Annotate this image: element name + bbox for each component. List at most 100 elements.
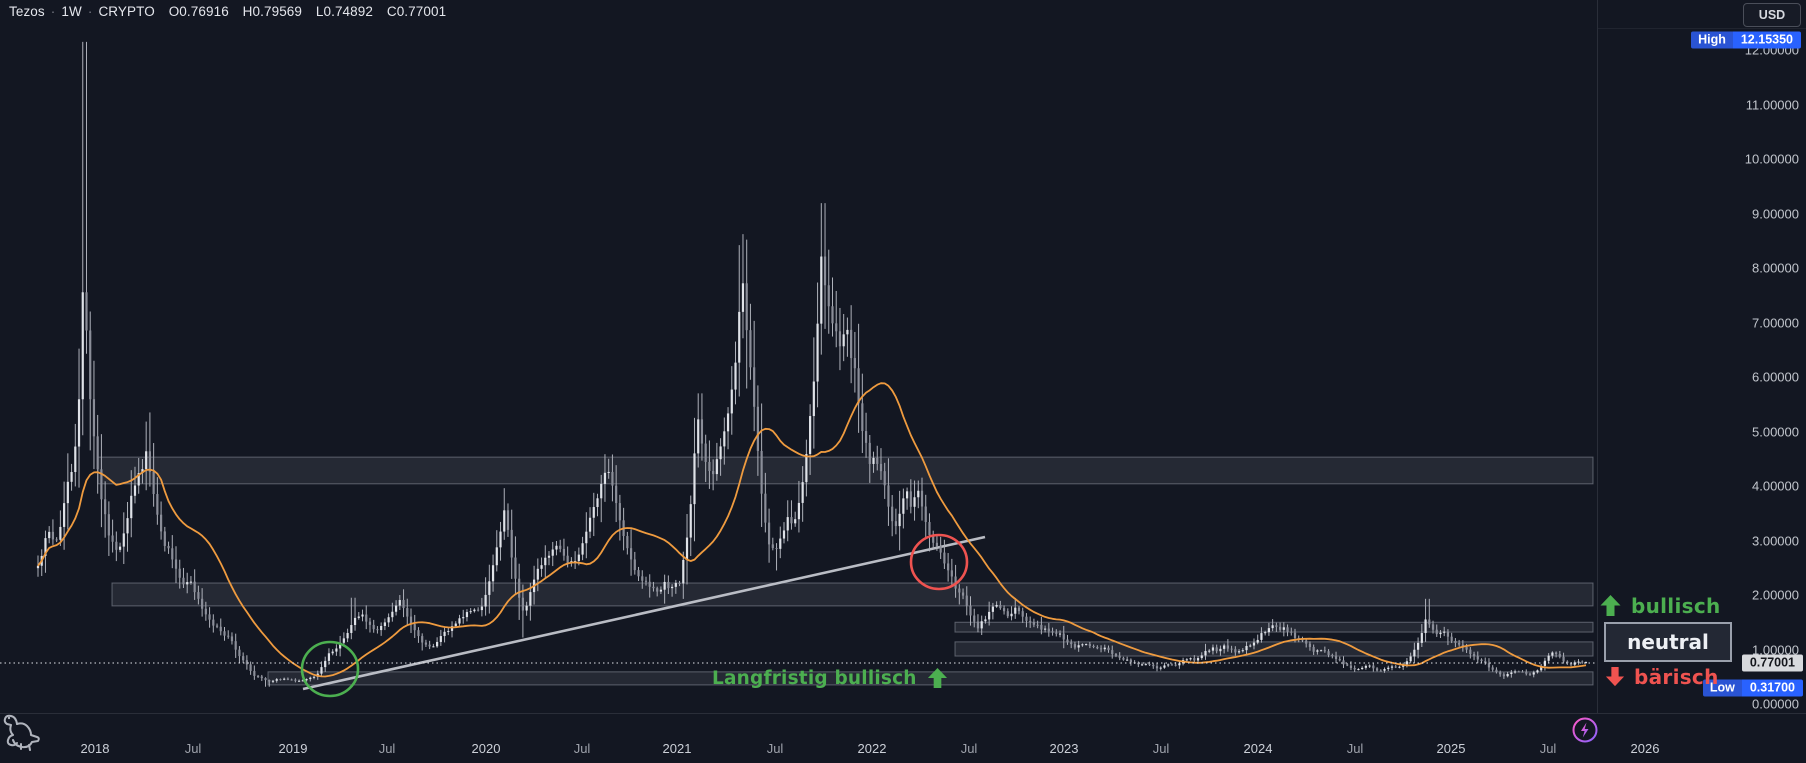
candle-body: [1073, 644, 1077, 648]
candle-body: [469, 611, 472, 613]
candle-body: [827, 285, 830, 307]
flash-boost-icon[interactable]: [1571, 716, 1599, 744]
candle-body: [1241, 650, 1244, 652]
candle-body: [1398, 666, 1401, 668]
candle-body: [286, 678, 290, 680]
candle-body: [70, 472, 73, 482]
candle-body: [1361, 667, 1364, 670]
candle-body: [641, 576, 644, 581]
candle-body: [126, 518, 129, 534]
candle-body: [1103, 647, 1106, 650]
green-circle-annotation[interactable]: [300, 640, 360, 698]
bullish-text[interactable]: bullisch: [1631, 594, 1721, 618]
candle-body: [152, 471, 155, 495]
candle-body: [77, 399, 81, 447]
candle-body: [633, 559, 636, 571]
neutral-text[interactable]: neutral: [1627, 630, 1709, 654]
time-tick-month: Jul: [766, 741, 784, 756]
neutral-label-box[interactable]: neutral: [1604, 622, 1732, 662]
candle-body: [1506, 673, 1509, 677]
candle-body: [1252, 642, 1256, 646]
candle-body: [1290, 631, 1293, 633]
support-resistance-zone[interactable]: [954, 641, 1594, 657]
price-axis[interactable]: USD 12.00000 11.00000 10.00000 9.00000 8.000…: [1597, 0, 1806, 713]
time-tick-year: 2022: [857, 741, 887, 756]
candle-body: [361, 614, 364, 617]
bearish-label[interactable]: bärisch: [1605, 665, 1719, 689]
candle-body: [961, 592, 965, 596]
bearish-text[interactable]: bärisch: [1634, 665, 1719, 689]
last-price-tag: 0.77001: [1741, 654, 1803, 672]
candle-body: [685, 537, 689, 560]
currency-usd-button[interactable]: USD: [1743, 3, 1801, 27]
candle-body: [178, 568, 181, 578]
time-tick-year: 2024: [1243, 741, 1273, 756]
dino-icon: [3, 714, 40, 751]
moving-average-line[interactable]: [37, 382, 1587, 678]
candle-body: [1454, 640, 1457, 643]
candle-body: [357, 616, 360, 618]
candle-body: [122, 533, 125, 547]
trendline[interactable]: [302, 535, 986, 691]
candle-body: [1223, 645, 1226, 649]
candle-body: [488, 581, 491, 595]
candle-body: [1491, 667, 1494, 670]
time-tick-year: 2023: [1049, 741, 1079, 756]
candle-body: [644, 580, 648, 582]
candle-body: [503, 510, 506, 532]
support-resistance-zone[interactable]: [954, 621, 1594, 633]
symbol-legend[interactable]: Tezos · 1W · CRYPTO O0.76916 H0.79569 L0.748…: [9, 4, 446, 19]
price-tick-label: 2.00000: [1752, 587, 1799, 603]
interval-label[interactable]: 1W: [61, 4, 82, 19]
symbol-name[interactable]: Tezos: [9, 4, 45, 19]
bullish-label[interactable]: bullisch: [1599, 594, 1721, 618]
candle-body: [547, 555, 551, 558]
candle-body: [932, 535, 935, 543]
candle-body: [1487, 663, 1491, 668]
candle-body: [1308, 643, 1312, 647]
candle-body: [1417, 642, 1420, 650]
candle-body: [275, 679, 278, 681]
candle-body: [876, 457, 879, 464]
candle-body: [1081, 644, 1084, 646]
legend-separator: ·: [87, 4, 93, 19]
candle-body: [1163, 665, 1166, 668]
candle-body: [372, 624, 375, 630]
long-term-bullish-label[interactable]: Langfristig bullisch: [712, 668, 948, 689]
candle-body: [551, 549, 554, 556]
time-axis[interactable]: 2018 Jul 2019 Jul 2020 Jul 2021 Jul 2022 Jul 2023 J…: [0, 713, 1806, 763]
red-circle-annotation[interactable]: [909, 533, 969, 591]
time-tick-year: 2021: [662, 741, 692, 756]
candle-body: [1357, 669, 1360, 671]
candle-body: [204, 608, 207, 615]
candle-body: [1502, 674, 1505, 677]
candle-body: [1375, 668, 1379, 671]
candle-body: [171, 548, 174, 560]
candle-body: [107, 514, 110, 536]
candle-body: [898, 513, 901, 527]
candle-body: [234, 641, 237, 650]
candle-body: [283, 678, 286, 680]
support-resistance-zone[interactable]: [97, 456, 1594, 485]
candle-body: [1555, 652, 1558, 655]
candle-body: [339, 642, 342, 649]
candle-body: [1193, 658, 1196, 661]
candle-body: [887, 485, 890, 507]
candle-body: [723, 431, 726, 447]
candle-body: [1349, 665, 1353, 669]
candle-body: [1107, 647, 1110, 651]
candle-body: [301, 680, 304, 682]
chart-canvas[interactable]: [0, 0, 1597, 713]
long-term-bullish-text[interactable]: Langfristig bullisch: [712, 668, 917, 689]
candle-body: [1196, 658, 1200, 661]
candle-body: [197, 592, 200, 599]
support-resistance-zone[interactable]: [267, 671, 1594, 686]
candle-body: [331, 651, 334, 654]
candle-body: [1044, 628, 1047, 630]
candle-body: [1510, 672, 1513, 674]
ohlc-high: H0.79569: [242, 4, 303, 19]
candle-body: [402, 600, 405, 609]
candle-body: [44, 538, 47, 556]
support-resistance-zone[interactable]: [111, 582, 1594, 607]
candle-body: [1118, 655, 1121, 658]
